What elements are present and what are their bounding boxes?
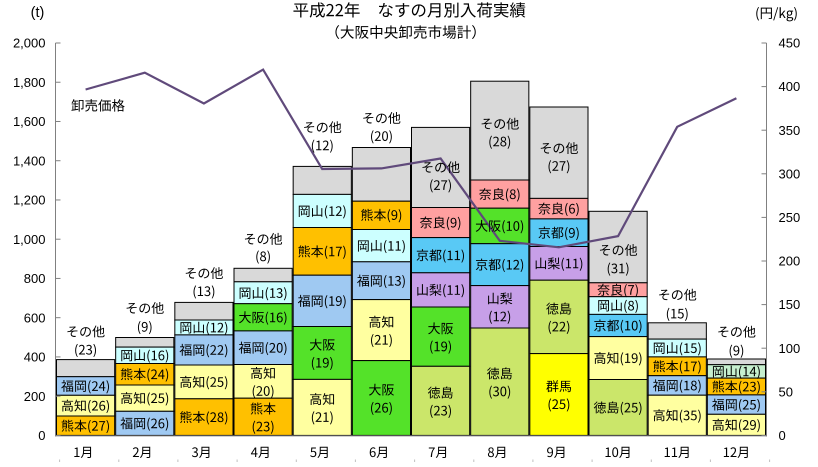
- svg-text:800: 800: [24, 271, 46, 286]
- svg-text:1,200: 1,200: [13, 193, 46, 208]
- svg-text:50: 50: [779, 384, 793, 399]
- svg-text:(t): (t): [31, 5, 45, 21]
- svg-text:150: 150: [779, 297, 801, 312]
- svg-text:1,800: 1,800: [13, 75, 46, 90]
- svg-text:1,600: 1,600: [13, 114, 46, 129]
- svg-text:0: 0: [38, 428, 45, 443]
- svg-text:300: 300: [779, 166, 801, 181]
- svg-text:250: 250: [779, 210, 801, 225]
- svg-text:0: 0: [779, 428, 786, 443]
- svg-text:600: 600: [24, 310, 46, 325]
- svg-text:2,000: 2,000: [13, 36, 46, 51]
- svg-text:400: 400: [779, 79, 801, 94]
- svg-text:200: 200: [24, 389, 46, 404]
- svg-text:450: 450: [779, 36, 801, 51]
- svg-text:400: 400: [24, 350, 46, 365]
- svg-text:1,400: 1,400: [13, 153, 46, 168]
- svg-text:200: 200: [779, 254, 801, 269]
- svg-text:100: 100: [779, 341, 801, 356]
- svg-text:350: 350: [779, 123, 801, 138]
- svg-text:1,000: 1,000: [13, 232, 46, 247]
